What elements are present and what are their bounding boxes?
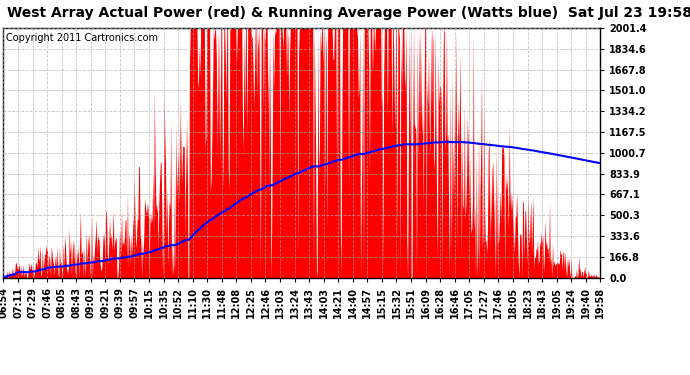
Text: Copyright 2011 Cartronics.com: Copyright 2011 Cartronics.com xyxy=(6,33,159,43)
Text: West Array Actual Power (red) & Running Average Power (Watts blue)  Sat Jul 23 1: West Array Actual Power (red) & Running … xyxy=(7,6,690,20)
